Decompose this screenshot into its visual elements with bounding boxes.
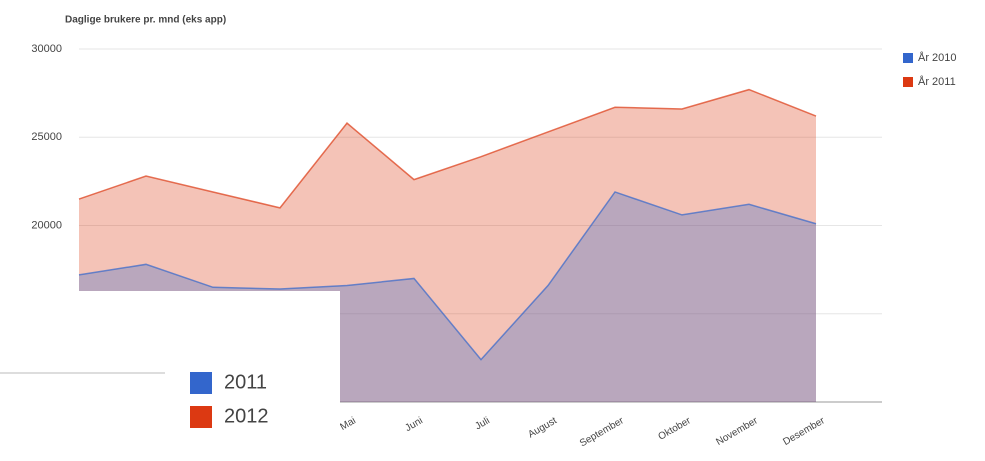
legend-swatch xyxy=(903,53,913,63)
x-tick-label: Juni xyxy=(403,415,424,434)
overlay-legend-swatch xyxy=(190,406,212,428)
x-tick-label: August xyxy=(526,415,559,440)
overlay-legend-swatch xyxy=(190,372,212,394)
area-line xyxy=(78,88,817,209)
area-line xyxy=(78,191,817,361)
overlay-legend-label: 2012 xyxy=(224,405,269,427)
x-tick-label: Mai xyxy=(338,415,357,433)
chart-title: Daglige brukere pr. mnd (eks app) xyxy=(65,15,226,26)
y-tick-label: 25000 xyxy=(31,131,62,143)
overlay-legend-label: 2011 xyxy=(224,371,267,393)
legend-swatch xyxy=(903,77,913,87)
x-tick-label: Juli xyxy=(473,415,492,432)
legend-label: År 2010 xyxy=(918,51,957,64)
y-tick-label: 30000 xyxy=(31,43,62,55)
x-tick-label: Desember xyxy=(781,415,827,448)
x-tick-label: Oktober xyxy=(657,415,694,443)
x-tick-label: November xyxy=(714,415,760,448)
x-tick-label: September xyxy=(578,415,626,449)
y-tick-label: 20000 xyxy=(31,219,62,231)
legend-label: År 2011 xyxy=(918,75,956,88)
overlay-panel xyxy=(0,291,340,461)
